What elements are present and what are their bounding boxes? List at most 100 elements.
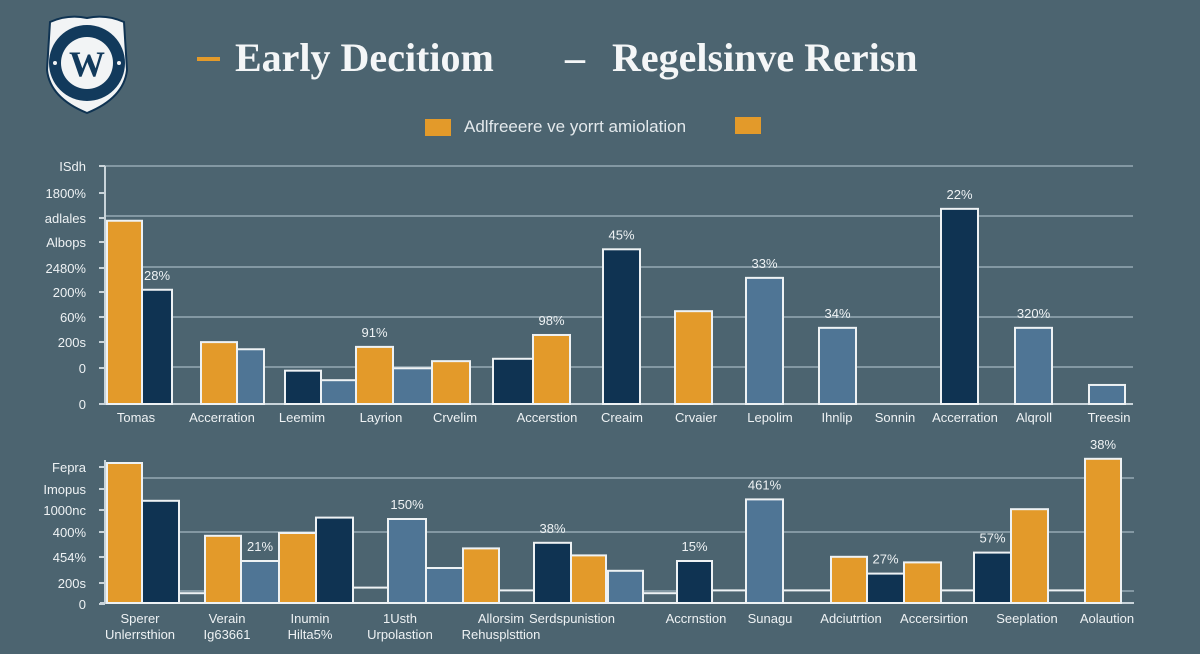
x-tick-label: Rehusplsttion — [462, 627, 541, 642]
y-tick-label: 400% — [53, 525, 87, 540]
x-tick-label: Urpolastion — [367, 627, 433, 642]
bar-thin — [940, 589, 975, 605]
bar-value-label: 21% — [247, 539, 273, 554]
bar-value-label: 38% — [539, 521, 565, 536]
y-tick-label: 200s — [58, 335, 87, 350]
title-accent-dash — [197, 57, 220, 61]
x-tick-label: Ihnlip — [821, 410, 852, 425]
x-tick-label: Seeplation — [996, 611, 1057, 626]
bar-value-label: 461% — [748, 477, 782, 492]
x-tick-label: Adciutrtion — [820, 611, 881, 626]
bar-steel — [320, 379, 357, 406]
bar-thin — [782, 589, 832, 605]
bar-value-label: 22% — [946, 187, 972, 202]
x-tick-label: Alqroll — [1016, 410, 1052, 425]
bar-thin — [178, 592, 206, 605]
bar-value-label: 45% — [608, 227, 634, 242]
y-tick-label: Albops — [46, 235, 86, 250]
legend-swatch-right — [735, 117, 761, 134]
x-tick-label: Ig63661 — [204, 627, 251, 642]
bar-orange — [106, 219, 143, 405]
bar-navy — [973, 551, 1012, 604]
y-tick-label: ISdh — [59, 159, 86, 174]
bar-orange — [462, 547, 500, 605]
bar-steel — [425, 567, 464, 604]
bar-thin — [1047, 589, 1086, 605]
y-tick-label: 1000nc — [43, 503, 86, 518]
legend-label: Adlfreeere ve yorrt amiolation — [464, 117, 686, 136]
title-dash: – — [564, 35, 586, 80]
x-tick-label: 1Usth — [383, 611, 417, 626]
bar-orange — [106, 462, 143, 604]
bar-orange — [903, 561, 942, 605]
bar-value-label: 91% — [361, 325, 387, 340]
x-tick-label: Tomas — [117, 410, 156, 425]
x-tick-label: Accerstion — [517, 410, 578, 425]
bar-value-label: 57% — [979, 531, 1005, 546]
bar-navy — [492, 357, 534, 405]
x-tick-label: Verain — [209, 611, 246, 626]
bar-thin — [642, 592, 678, 605]
x-tick-label: Sunagu — [748, 611, 793, 626]
x-tick-label: Treesin — [1088, 410, 1131, 425]
bar-orange — [200, 341, 238, 405]
chart-1: ISdh 1800% adlales Albops 2480% 200% 60% 200s 0 0… — [45, 159, 1133, 425]
bar-navy — [284, 369, 322, 405]
bar-steel — [1014, 326, 1053, 405]
bar-orange — [830, 555, 868, 604]
x-tick-label: Accerration — [189, 410, 255, 425]
x-tick-label: Unlerrsthion — [105, 627, 175, 642]
bar-orange — [674, 310, 713, 405]
bar-value-label: 150% — [390, 497, 424, 512]
x-tick-label: Accerration — [932, 410, 998, 425]
bar-value-label: 27% — [872, 552, 898, 567]
y-tick-label: 200s — [58, 576, 87, 591]
bar-orange — [1010, 508, 1049, 605]
y-tick-label: 0 — [79, 361, 86, 376]
title-right: Regelsinve Rerisn — [612, 35, 918, 80]
bar-orange — [431, 360, 471, 406]
bar-thin — [498, 589, 535, 605]
chart-2: Fepra Imopus 1000nc 400% 454% 200s 0 21% 150% 38%… — [43, 437, 1134, 642]
x-tick-label: Leemim — [279, 410, 325, 425]
bar-value-label: 28% — [144, 268, 170, 283]
bar-orange — [570, 554, 607, 605]
y-tick-label: 1800% — [46, 186, 87, 201]
bar-thin — [352, 586, 389, 604]
bar-value-label: 98% — [538, 313, 564, 328]
x-tick-label: Aolaution — [1080, 611, 1134, 626]
x-tick-label: Crvaier — [675, 410, 718, 425]
bar-navy — [533, 541, 572, 604]
y-tick-label: 200% — [53, 285, 87, 300]
bar-navy — [866, 572, 905, 604]
bar-orange — [204, 534, 242, 604]
bar-steel — [236, 348, 265, 406]
bar-navy — [141, 499, 180, 604]
x-tick-label: Accrnstion — [666, 611, 727, 626]
y-tick-label: 2480% — [46, 261, 87, 276]
bar-steel — [745, 276, 784, 405]
bar-orange — [355, 345, 394, 406]
bar-navy — [676, 560, 713, 604]
bar-steel — [818, 326, 857, 405]
bar-value-label: 34% — [824, 306, 850, 321]
x-tick-label: Crvelim — [433, 410, 477, 425]
x-tick-label: Layrion — [360, 410, 403, 425]
bar-orange — [278, 532, 317, 604]
bar-steel — [392, 367, 433, 405]
x-tick-label: Creaim — [601, 410, 643, 425]
bar-value-label: 15% — [681, 539, 707, 554]
bar-value-label: 320% — [1017, 306, 1051, 321]
y-tick-label: Imopus — [43, 482, 86, 497]
y-tick-label: 0 — [79, 597, 86, 612]
x-tick-label: Lepolim — [747, 410, 793, 425]
x-tick-label: Allorsim — [478, 611, 524, 626]
bar-steel — [745, 498, 784, 604]
bar-thin — [711, 589, 747, 605]
bar-value-label: 33% — [751, 256, 777, 271]
legend-swatch-left — [425, 119, 451, 136]
bar-navy — [315, 516, 354, 604]
bar-steel — [607, 569, 644, 604]
bar-steel — [240, 560, 280, 604]
